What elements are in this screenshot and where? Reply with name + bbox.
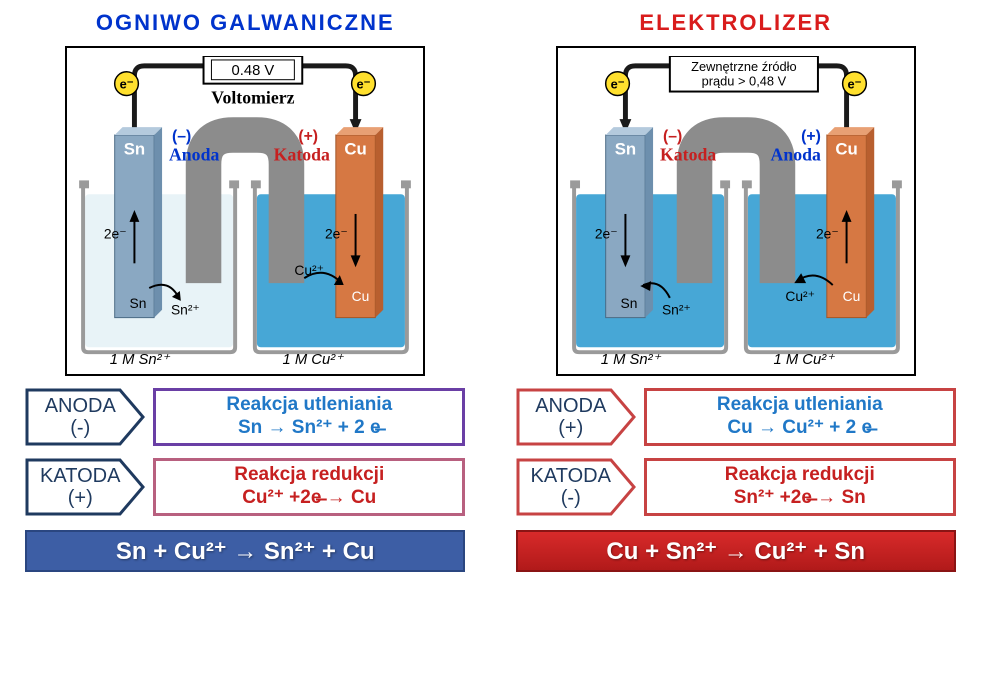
galvanic-anode-reaction: Reakcja utleniania Sn → Sn²⁺ + 2 e̶ [153,388,465,446]
svg-text:Sn²⁺: Sn²⁺ [662,302,691,318]
voltmeter-value: 0.48 V [232,63,275,79]
svg-text:1 M Sn²⁺: 1 M Sn²⁺ [600,352,661,366]
svg-text:1 M Cu²⁺: 1 M Cu²⁺ [283,352,345,366]
svg-text:1 M Sn²⁺: 1 M Sn²⁺ [110,352,171,366]
galvanic-overall: Sn + Cu²⁺ → Sn²⁺ + Cu [25,530,465,572]
svg-text:Cu: Cu [835,140,857,159]
anode-reaction-title: Reakcja utleniania [226,394,392,417]
galvanic-anode-pentagon: ANODA (-) [25,388,145,446]
svg-text:Sn: Sn [130,295,147,311]
svg-text:Anoda: Anoda [169,145,219,165]
electrolyzer-cathode-pentagon: KATODA (-) [516,458,636,516]
galvanic-cathode-pentagon: KATODA (+) [25,458,145,516]
svg-text:Katoda: Katoda [274,145,330,165]
svg-text:prądu > 0,48 V: prądu > 0,48 V [701,74,786,89]
svg-text:Anoda: Anoda [770,145,820,165]
electrolyzer-anode-pentagon: ANODA (+) [516,388,636,446]
el-cathode-sign: (-) [561,487,581,509]
cathode-sign: (+) [68,487,93,509]
svg-text:Zewnętrzne źródło: Zewnętrzne źródło [691,59,797,74]
el-anode-label: ANODA [535,395,606,417]
electrolyzer-diagram: e⁻ e⁻ Zewnętrzne źródło prądu > 0,48 V [556,46,916,376]
anode-label: ANODA [45,395,116,417]
svg-text:2e⁻: 2e⁻ [595,226,618,242]
galvanic-cathode-reaction: Reakcja redukcji Cu²⁺ +2e̶ → Cu [153,458,465,516]
svg-text:Cu²⁺: Cu²⁺ [295,262,325,278]
svg-text:(–): (–) [663,128,682,145]
galvanic-diagram: e⁻ e⁻ 0.48 V Voltomierz [65,46,425,376]
galvanic-cathode-row: KATODA (+) Reakcja redukcji Cu²⁺ +2e̶ → … [25,458,465,516]
svg-text:e⁻: e⁻ [610,77,624,92]
svg-text:e⁻: e⁻ [357,77,371,92]
svg-text:Sn: Sn [614,140,635,159]
main-container: OGNIWO GALWANICZNE e⁻ e⁻ 0.48 V Voltomie… [10,10,971,572]
svg-text:Cu: Cu [842,288,860,304]
electrolyzer-cathode-row: KATODA (-) Reakcja redukcji Sn²⁺ +2e̶ → … [516,458,956,516]
galvanic-anode-row: ANODA (-) Reakcja utleniania Sn → Sn²⁺ +… [25,388,465,446]
el-cathode-reaction-eq: Sn²⁺ +2e̶ → Sn [734,487,866,510]
el-cathode-label: KATODA [531,465,611,487]
electrolyzer-cathode-reaction: Reakcja redukcji Sn²⁺ +2e̶ → Sn [644,458,956,516]
svg-text:2e⁻: 2e⁻ [816,226,839,242]
electrolyzer-overall: Cu + Sn²⁺ → Cu²⁺ + Sn [516,530,956,572]
svg-text:2e⁻: 2e⁻ [104,226,127,242]
el-anode-sign: (+) [558,417,583,439]
galvanic-svg: e⁻ e⁻ 0.48 V Voltomierz [75,56,415,366]
cathode-reaction-title: Reakcja redukcji [234,464,384,487]
galvanic-column: OGNIWO GALWANICZNE e⁻ e⁻ 0.48 V Voltomie… [10,10,481,572]
el-anode-reaction-eq: Cu → Cu²⁺ + 2 e̶ [727,417,872,440]
voltmeter-label: Voltomierz [212,87,295,107]
electrolyzer-anode-row: ANODA (+) Reakcja utleniania Cu → Cu²⁺ +… [516,388,956,446]
electrolyzer-column: ELEKTROLIZER e⁻ e⁻ Zewnętrzne źródło prą… [501,10,972,572]
svg-text:Katoda: Katoda [660,145,716,165]
anode-sign: (-) [70,417,90,439]
el-cathode-reaction-title: Reakcja redukcji [725,464,875,487]
svg-text:e⁻: e⁻ [120,77,134,92]
cathode-label: KATODA [40,465,120,487]
svg-text:(+): (+) [299,128,319,145]
electrolyzer-svg: e⁻ e⁻ Zewnętrzne źródło prądu > 0,48 V [566,56,906,366]
svg-text:(+): (+) [801,128,821,145]
svg-text:e⁻: e⁻ [847,77,861,92]
svg-text:Cu: Cu [352,288,370,304]
svg-text:2e⁻: 2e⁻ [325,226,348,242]
svg-text:(–): (–) [172,128,191,145]
svg-text:Sn²⁺: Sn²⁺ [171,302,200,318]
svg-text:1 M Cu²⁺: 1 M Cu²⁺ [773,352,835,366]
galvanic-title: OGNIWO GALWANICZNE [96,10,395,36]
el-anode-reaction-title: Reakcja utleniania [717,394,883,417]
electrolyzer-title: ELEKTROLIZER [639,10,832,36]
svg-text:Sn: Sn [124,140,145,159]
electrolyzer-anode-reaction: Reakcja utleniania Cu → Cu²⁺ + 2 e̶ [644,388,956,446]
svg-text:Sn: Sn [620,295,637,311]
svg-text:Cu²⁺: Cu²⁺ [785,288,815,304]
svg-text:Cu: Cu [345,140,367,159]
cathode-reaction-eq: Cu²⁺ +2e̶ → Cu [242,487,376,510]
anode-reaction-eq: Sn → Sn²⁺ + 2 e̶ [238,417,381,440]
